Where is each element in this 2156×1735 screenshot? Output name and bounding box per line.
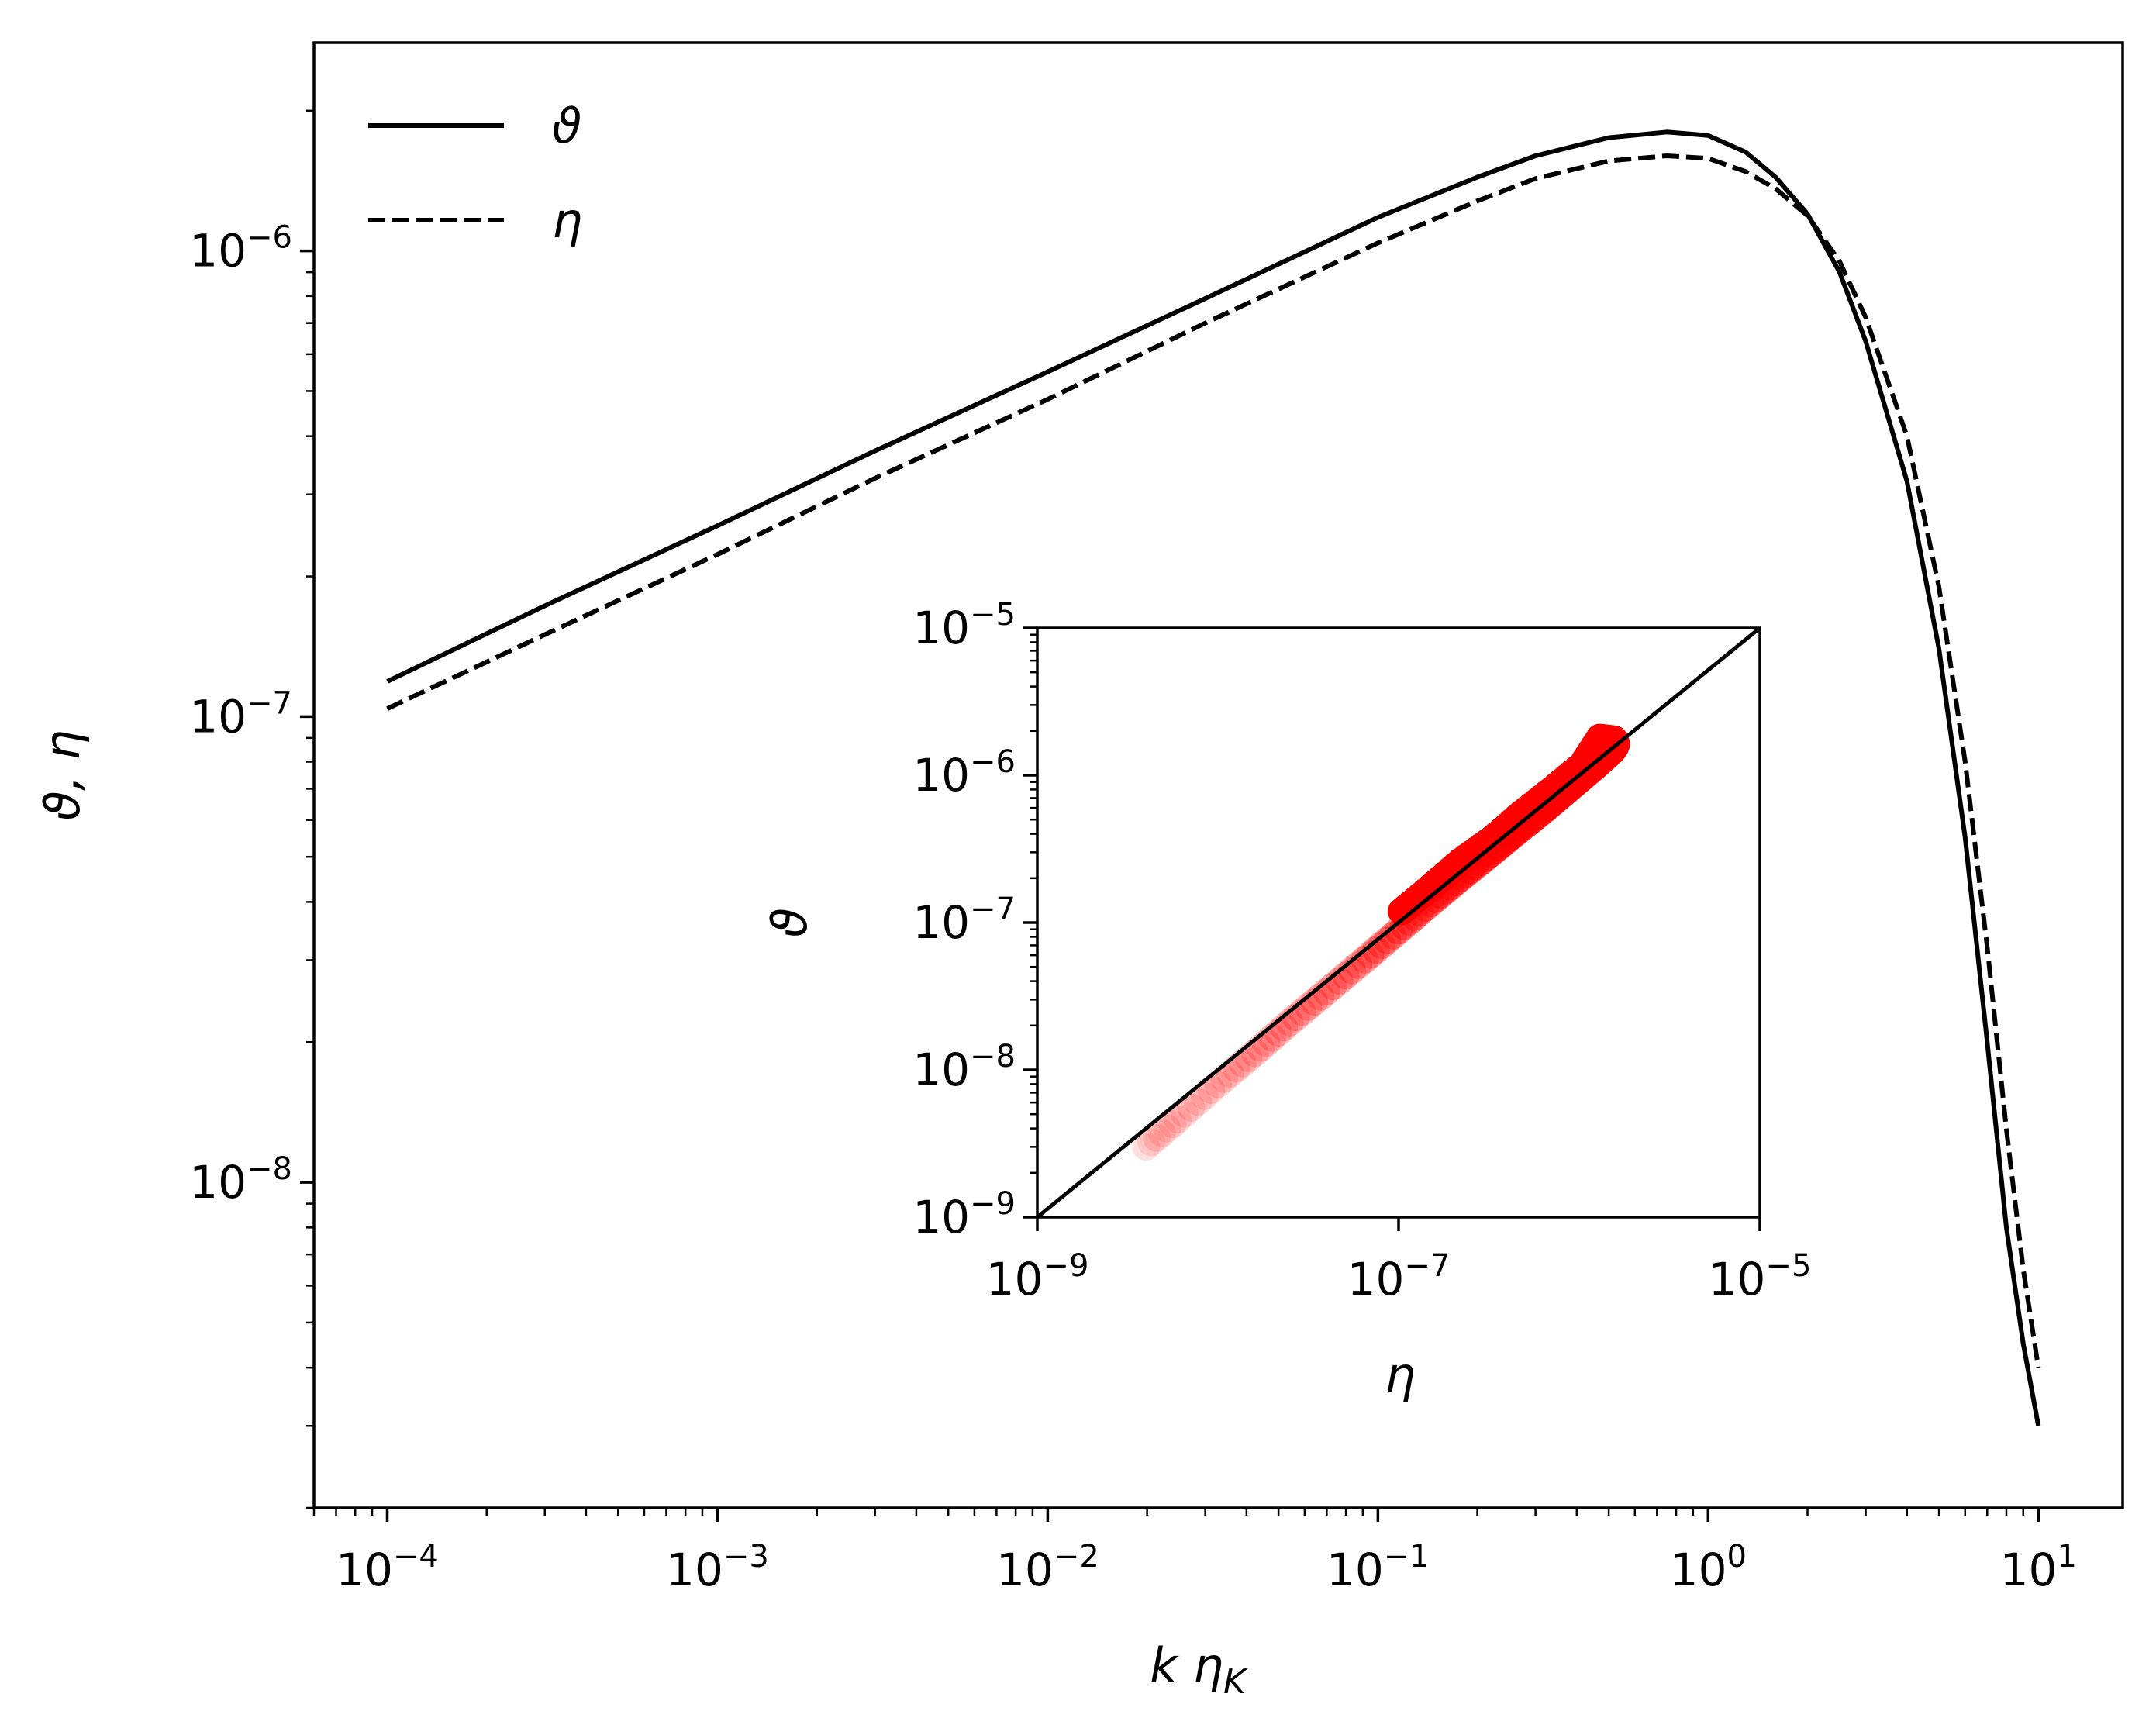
- main-x-tick-label: 100: [1670, 1539, 1747, 1596]
- main-x-tick-label: 10−4: [336, 1539, 439, 1596]
- inset-x-tick-label: 10−5: [1709, 1248, 1812, 1306]
- series-theta-line: [386, 129, 2041, 1426]
- inset-y-tick-label: 10−6: [912, 744, 1016, 802]
- main-x-tick-label: 10−3: [666, 1539, 769, 1596]
- inset-data-point: [1351, 945, 1379, 974]
- inset-data-point: [1132, 1133, 1161, 1161]
- legend-label-theta: ϑ: [552, 98, 581, 154]
- inset-data-point: [1153, 1114, 1181, 1143]
- main-x-tick-label: 101: [2000, 1539, 2077, 1596]
- main-plot-frame: [312, 41, 2124, 1509]
- main-y-axis-label: ϑ, η: [34, 730, 91, 820]
- main-x-axis-label: k ηK: [1150, 1637, 1248, 1702]
- inset-data-point: [1325, 967, 1354, 995]
- inset-x-ticks: 10−9 10−7 10−5: [986, 1217, 1812, 1306]
- inset-data-point: [1190, 1081, 1219, 1110]
- inset-x-tick-label: 10−7: [1347, 1248, 1451, 1306]
- inset-y-tick-label: 10−8: [912, 1039, 1016, 1096]
- inset-y-tick-label: 10−5: [912, 597, 1016, 654]
- inset-y-tick-label: 10−9: [912, 1186, 1016, 1243]
- main-data-layer: [386, 129, 2041, 1426]
- inset-data-point: [1356, 940, 1385, 969]
- main-x-tick-label: 10−2: [996, 1539, 1099, 1596]
- inset-data-point: [1170, 1099, 1199, 1128]
- inset-data-point: [1164, 1106, 1192, 1134]
- inset-data-point: [1331, 961, 1360, 990]
- series-eta-line: [386, 153, 2041, 1368]
- legend: ϑ η: [368, 98, 582, 249]
- main-x-tick-label: 10−1: [1326, 1539, 1430, 1596]
- inset-y-axis-label: ϑ: [761, 908, 818, 937]
- inset-x-axis-label: η: [1385, 1347, 1415, 1403]
- inset-data-point: [1378, 921, 1407, 950]
- inset-data-layer: [1036, 626, 1761, 1219]
- inset-data-point: [1388, 897, 1416, 926]
- inset-data-point: [1344, 950, 1373, 979]
- main-y-ticks: 10−8 10−7 10−6: [189, 109, 314, 1509]
- inset-data-point: [1184, 1088, 1213, 1116]
- inset-data-point: [1137, 1128, 1166, 1157]
- inset-y-tick-label: 10−7: [912, 892, 1016, 949]
- main-plot: 10−4 10−3 10−2 10−1 100 101 10−8 10−7 10−6 k ηK…: [34, 41, 2124, 1702]
- inset-data-point: [1338, 956, 1366, 985]
- inset-data-point: [1177, 1093, 1206, 1122]
- inset-data-point: [1143, 1123, 1171, 1152]
- inset-plot: 10−9 10−7 10−5 10−9 10−8 10−7 10−6 10−5 η ϑ: [761, 597, 1811, 1403]
- inset-x-tick-label: 10−9: [986, 1248, 1089, 1306]
- legend-label-eta: η: [552, 192, 582, 249]
- main-y-tick-label: 10−7: [189, 685, 292, 743]
- inset-data-point: [1361, 936, 1390, 964]
- inset-data-point: [1368, 931, 1396, 960]
- inset-data-point: [1147, 1119, 1176, 1147]
- main-x-ticks: 10−4 10−3 10−2 10−1 100 101: [312, 1508, 2077, 1596]
- main-y-tick-label: 10−8: [189, 1151, 292, 1209]
- inset-reference-line: [1036, 626, 1761, 1219]
- inset-data-point: [1158, 1110, 1187, 1138]
- inset-data-point: [1373, 926, 1402, 954]
- inset-y-ticks: 10−9 10−8 10−7 10−6 10−5: [912, 597, 1037, 1243]
- main-y-tick-label: 10−6: [189, 220, 292, 278]
